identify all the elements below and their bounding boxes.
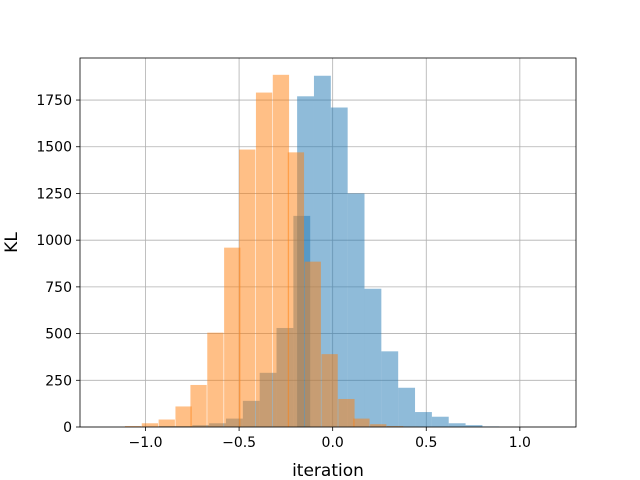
histogram-bar [347,193,365,427]
ticks: −1.0 −0.5 0.0 0.5 1.0 0 250 500 750 1000 1250 1500 1… [36,93,531,451]
bars [124,74,500,428]
histogram-bar [141,423,159,427]
histogram-bar [386,426,404,427]
histogram-bar [304,261,321,427]
x-axis-label: iteration [292,461,364,480]
histogram-bar [175,406,192,427]
y-tick-label: 1750 [36,93,72,109]
y-tick-label: 500 [45,327,72,343]
histogram-bar [321,354,338,427]
histogram-bar [338,398,355,427]
y-tick-label: 1000 [36,233,72,249]
histogram-bar [381,351,399,427]
histogram-bar [272,74,290,428]
histogram-bar [190,384,207,427]
histogram-bar [330,107,348,428]
y-tick-label: 250 [45,373,72,389]
histogram-bar [370,424,387,427]
histogram-bar [287,152,305,427]
histogram-bar [224,247,241,427]
histogram-bar [398,387,416,427]
histogram-bar [124,426,142,427]
y-tick-label: 750 [45,280,72,296]
histogram-bar [448,423,466,427]
x-tick-label: −0.5 [222,435,256,451]
x-tick-label: 1.0 [509,435,531,451]
histogram-bar [207,332,224,427]
axes-frame [79,57,577,428]
histogram-bar [465,425,483,427]
y-tick-label: 1250 [36,186,72,202]
histogram-bar [158,419,175,427]
x-tick-label: 0.5 [415,435,437,451]
y-tick-label: 0 [63,420,72,436]
histogram-bar [239,149,256,427]
x-tick-label: −1.0 [129,435,163,451]
y-tick-label: 1500 [36,140,72,156]
y-axis-label: KL [2,232,22,253]
x-tick-label: 0.0 [322,435,344,451]
histogram-bar [364,288,382,427]
histogram-bar [431,416,449,427]
histogram-bar [353,418,370,427]
histogram-bar [415,412,432,427]
histogram-bar [255,92,273,427]
